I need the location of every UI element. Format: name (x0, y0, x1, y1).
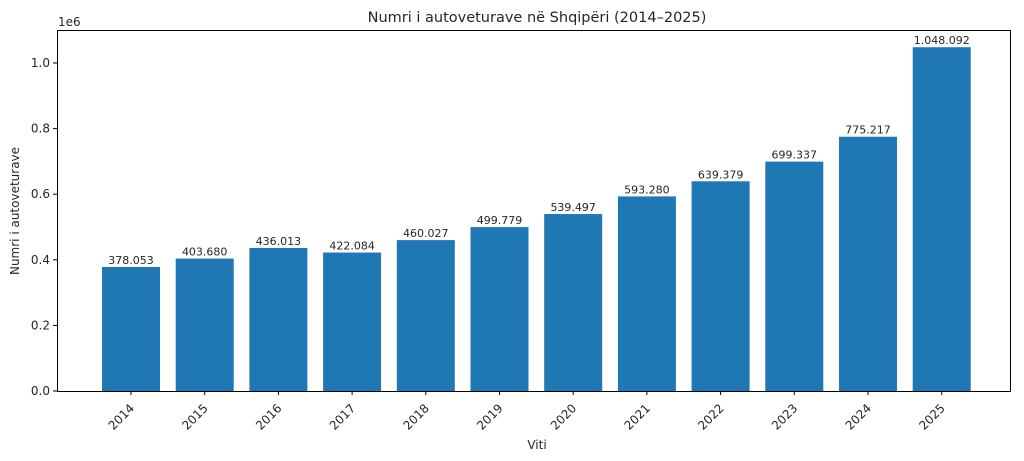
y-tick-label: 0.2 (31, 318, 50, 332)
x-tick-label-2020: 2020 (548, 401, 579, 432)
plot-frame (57, 30, 1011, 392)
y-tick-label: 0.4 (31, 253, 50, 267)
data-label-2019: 499.779 (477, 214, 523, 227)
x-tick-label-2019: 2019 (474, 401, 505, 432)
x-tick-label-2014: 2014 (106, 401, 137, 432)
data-label-2021: 593.280 (624, 183, 670, 196)
y-axis-ticks: 0.0 0.2 0.4 0.6 0.8 1.0 (31, 56, 58, 398)
bar-2022 (691, 181, 750, 391)
data-label-2020: 539.497 (550, 201, 596, 214)
x-tick-label-2016: 2016 (253, 401, 284, 432)
data-label-2023: 699.337 (772, 149, 818, 162)
x-tick-label-2021: 2021 (622, 401, 653, 432)
bar-2020 (544, 214, 603, 391)
x-tick-label-2022: 2022 (695, 401, 726, 432)
bars-group (102, 47, 971, 391)
chart-title: Numri i autoveturave në Shqipëri (2014–2… (368, 10, 707, 26)
data-labels-group: 378.053 403.680 436.013 422.084 460.027 499.7… (108, 34, 969, 267)
bar-2019 (470, 227, 529, 391)
x-tick-label-2017: 2017 (327, 401, 358, 432)
data-label-2018: 460.027 (403, 227, 449, 240)
bar-2023 (765, 161, 824, 391)
y-tick-label: 0.8 (31, 122, 50, 136)
x-axis-ticks: 2014 2015 2016 2017 2018 2019 2020 2021 2022 2023… (106, 391, 948, 433)
data-label-2016: 436.013 (256, 235, 302, 248)
data-label-2015: 403.680 (182, 246, 228, 259)
x-tick-label-2025: 2025 (916, 401, 947, 432)
bar-2018 (396, 240, 455, 391)
x-tick-label-2024: 2024 (843, 401, 874, 432)
data-label-2017: 422.084 (329, 240, 375, 253)
y-tick-label: 1.0 (31, 56, 50, 70)
y-axis-label: Numri i autoveturave (8, 147, 22, 275)
data-label-2022: 639.379 (698, 168, 744, 181)
x-tick-label-2015: 2015 (179, 401, 210, 432)
bar-2016 (249, 247, 308, 391)
x-tick-label-2023: 2023 (769, 401, 800, 432)
x-axis-label: Viti (527, 438, 546, 452)
y-offset-label: 1e6 (58, 15, 81, 29)
data-label-2014: 378.053 (108, 254, 154, 267)
bar-2025 (912, 47, 971, 391)
y-tick-label: 0.0 (31, 384, 50, 398)
data-label-2025: 1.048.092 (914, 34, 970, 47)
bar-2021 (617, 196, 676, 391)
x-tick-label-2018: 2018 (400, 401, 431, 432)
data-label-2024: 775.217 (845, 124, 891, 137)
bar-2024 (839, 136, 897, 391)
y-tick-label: 0.6 (31, 187, 50, 201)
bar-2014 (102, 266, 160, 391)
bar-2017 (323, 252, 382, 391)
bar-2015 (175, 258, 234, 391)
